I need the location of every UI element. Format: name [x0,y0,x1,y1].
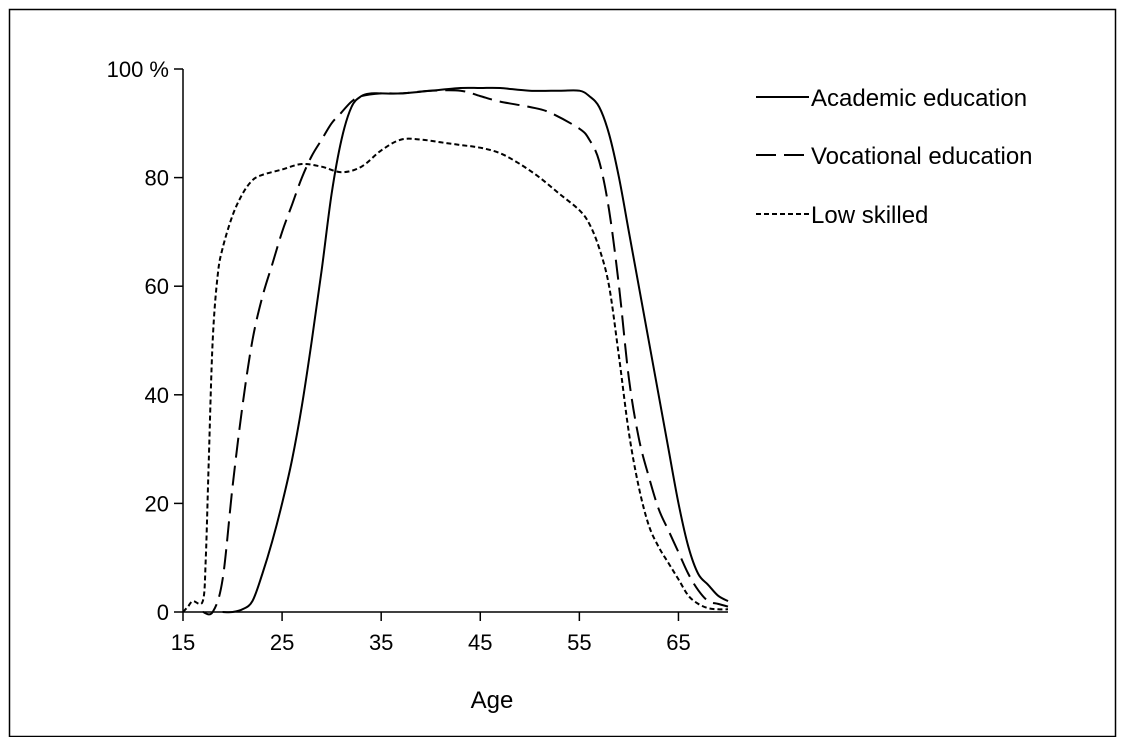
x-axis-ticks: 15 25 35 45 55 65 [171,612,691,655]
x-tick-label: 25 [270,630,294,655]
series-line-low-skilled [182,137,729,613]
y-tick-label: 40 [145,383,169,408]
y-tick-label: 100 % [107,57,169,82]
series-line-academic-education [222,86,729,614]
y-tick-label: 20 [145,491,169,516]
legend-label-low-skilled: Low skilled [811,202,928,229]
series-line-vocational-education [202,89,729,616]
legend: Academic education Vocational education Lo… [756,85,1033,229]
legend-label-academic-education: Academic education [811,85,1027,112]
y-axis-ticks: 0 20 40 60 80 100 % [107,57,183,625]
x-tick-label: 65 [666,630,690,655]
y-tick-label: 80 [145,166,169,191]
y-tick-label: 0 [157,600,169,625]
y-tick-label: 60 [145,274,169,299]
x-axis-label: Age [471,687,514,714]
legend-label-vocational-education: Vocational education [811,143,1033,170]
chart-border [8,8,1117,737]
x-tick-label: 35 [369,630,393,655]
x-tick-label: 55 [567,630,591,655]
x-tick-label: 45 [468,630,492,655]
x-tick-label: 15 [171,630,195,655]
series-lines [182,86,729,616]
